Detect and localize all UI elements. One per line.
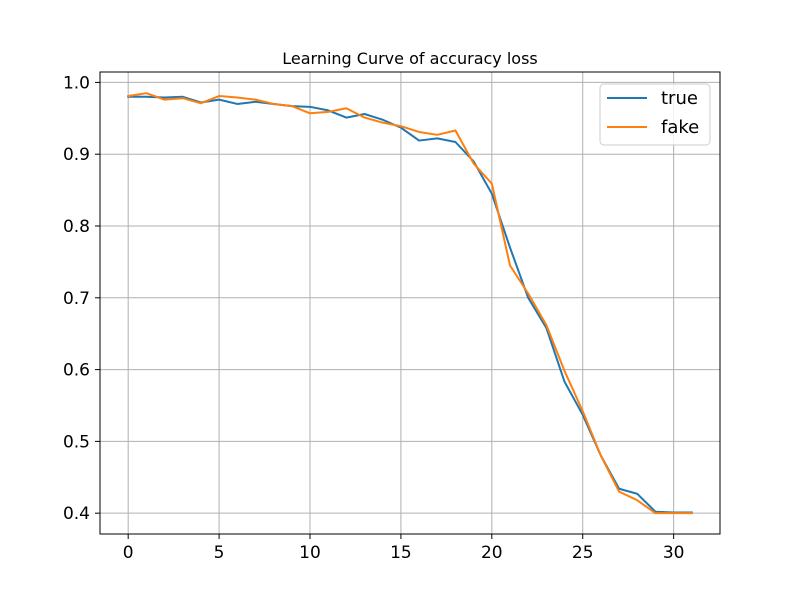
- series-line-fake: [127, 92, 693, 515]
- x-tick-label: 25: [572, 543, 594, 563]
- grid-lines: [100, 72, 720, 534]
- y-tick-label: 0.7: [63, 289, 90, 309]
- y-tick-label: 0.4: [63, 504, 90, 524]
- x-tick-label: 30: [663, 543, 685, 563]
- chart-title: Learning Curve of accuracy loss: [282, 49, 538, 68]
- x-tick-label: 10: [299, 543, 321, 563]
- legend-label-fake: fake: [661, 117, 699, 138]
- y-tick-label: 0.9: [63, 145, 90, 165]
- legend-box: [599, 83, 711, 146]
- x-tick-label: 20: [481, 543, 503, 563]
- y-axis: 0.4 0.5 0.6 0.7 0.8 0.9 1.0: [63, 73, 100, 524]
- y-tick-label: 0.5: [63, 432, 90, 452]
- legend: true fake: [599, 83, 711, 146]
- y-tick-label: 0.8: [63, 217, 90, 237]
- series-lines: [127, 92, 693, 515]
- x-tick-label: 5: [214, 543, 225, 563]
- plot-background: [100, 72, 720, 534]
- y-tick-label: 0.6: [63, 361, 90, 381]
- plot-frame: [99, 71, 721, 535]
- plot-area: [99, 71, 721, 535]
- x-tick-label: 15: [390, 543, 412, 563]
- legend-label-true: true: [661, 88, 698, 109]
- y-tick-label: 1.0: [63, 73, 90, 93]
- x-axis: 0 5 10 15 20 25 30: [123, 534, 685, 563]
- x-tick-label: 0: [123, 543, 134, 563]
